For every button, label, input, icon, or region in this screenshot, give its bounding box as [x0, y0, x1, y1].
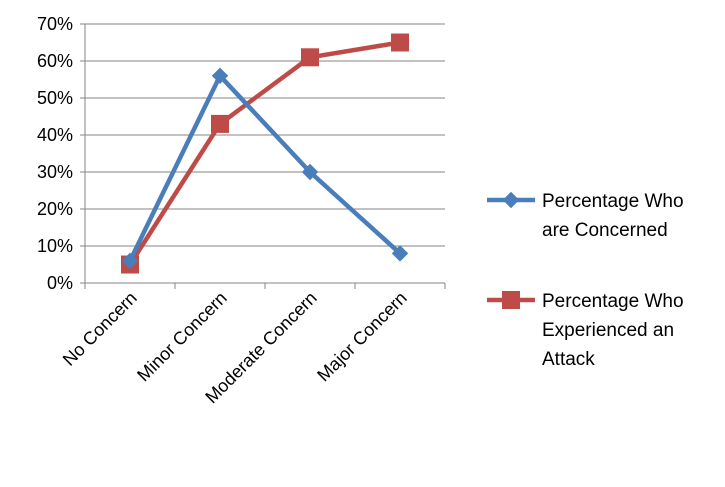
y-tick-label: 70%	[37, 14, 73, 34]
y-tick-label: 20%	[37, 199, 73, 219]
data-point	[301, 48, 319, 67]
legend-label: Attack	[542, 349, 595, 370]
y-tick-label: 30%	[37, 162, 73, 182]
legend-item: Percentage Who Experienced an Attack	[487, 291, 684, 370]
data-point	[211, 114, 229, 133]
data-point	[301, 163, 319, 181]
legend-swatch-marker	[502, 291, 520, 309]
axes	[80, 23, 446, 289]
series-2	[121, 33, 409, 274]
x-tick-label: Major Concern	[313, 288, 411, 386]
series-line	[127, 73, 403, 264]
y-axis-tick-labels: 0% 10% 20% 30% 40% 50% 60% 70%	[37, 14, 73, 293]
data-point	[211, 67, 229, 85]
y-tick-label: 0%	[47, 273, 73, 293]
series-1	[121, 67, 409, 270]
legend-label: Percentage Who	[542, 291, 684, 312]
legend-label: Experienced an	[542, 320, 674, 341]
data-point	[391, 33, 409, 52]
data-point	[391, 245, 409, 262]
x-tick-label: Minor Concern	[133, 288, 231, 386]
legend-label: Percentage Who	[542, 191, 684, 212]
series-lines	[121, 33, 409, 274]
y-tick-label: 60%	[37, 51, 73, 71]
legend-label: are Concerned	[542, 220, 668, 241]
y-tick-label: 50%	[37, 88, 73, 108]
legend-item: Percentage Who are Concerned	[487, 191, 684, 241]
y-tick-label: 10%	[37, 236, 73, 256]
gridlines	[85, 23, 445, 247]
x-tick-label: No Concern	[59, 288, 141, 370]
legend-swatch-marker	[502, 191, 520, 209]
data-point	[121, 252, 139, 270]
series-line	[127, 40, 403, 267]
y-tick-label: 40%	[37, 125, 73, 145]
